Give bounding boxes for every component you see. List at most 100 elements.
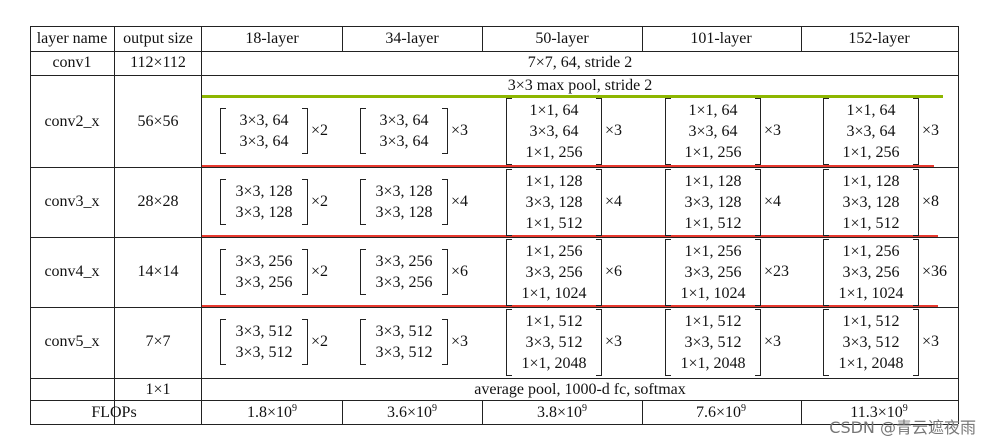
block-line: 3×3, 512 <box>375 323 433 340</box>
avgpool-spec: average pool, 1000-d fc, softmax <box>474 381 686 398</box>
flops-label: FLOPs <box>91 404 137 421</box>
block-cell: 3×3, 512 3×3, 512 <box>370 321 438 363</box>
block-line: 1×1, 128 <box>842 172 900 190</box>
block-line: 3×3, 128 <box>842 193 900 211</box>
left-bracket <box>506 238 512 306</box>
block-multiplier: ×3 <box>922 333 940 350</box>
right-bracket <box>913 238 919 306</box>
header-output-size: output size <box>123 30 193 47</box>
block-cell: 1×1, 64 3×3, 64 1×1, 256 <box>833 100 909 163</box>
red-rule-conv3 <box>201 235 938 237</box>
right-bracket <box>302 179 308 225</box>
block-multiplier: ×3 <box>764 122 782 139</box>
conv1-rule <box>30 75 958 76</box>
left-bracket <box>360 319 366 365</box>
block-cell: 3×3, 64 3×3, 64 <box>370 110 438 152</box>
conv5-size: 7×7 <box>145 333 171 350</box>
block-line: 1×1, 512 <box>684 312 742 330</box>
block-multiplier: ×3 <box>451 333 469 350</box>
block-line: 3×3, 64 <box>239 112 289 129</box>
block-line: 1×1, 512 <box>842 312 900 330</box>
block-line: 1×1, 512 <box>842 214 900 232</box>
block-multiplier: ×3 <box>451 122 469 139</box>
block-line: 3×3, 256 <box>375 253 433 270</box>
block-cell: 3×3, 128 3×3, 128 <box>370 181 438 223</box>
red-rule-conv4 <box>201 305 938 307</box>
block-multiplier: ×4 <box>451 193 469 210</box>
block-line: 1×1, 128 <box>525 172 583 190</box>
flops-152: 11.3×109 <box>850 403 908 421</box>
block-line: 3×3, 256 <box>525 263 583 281</box>
conv5-name: conv5_x <box>44 333 100 350</box>
left-bracket <box>506 168 512 236</box>
block-line: 3×3, 128 <box>525 193 583 211</box>
right-bracket <box>596 168 602 236</box>
block-line: 1×1, 256 <box>842 242 900 260</box>
block-line: 3×3, 128 <box>375 204 433 221</box>
block-line: 3×3, 64 <box>846 122 896 140</box>
col-line-0 <box>30 26 31 424</box>
block-line: 1×1, 256 <box>842 143 900 161</box>
conv4-size: 14×14 <box>137 263 179 280</box>
block-multiplier: ×6 <box>451 263 469 280</box>
block-cell: 1×1, 512 3×3, 512 1×1, 2048 <box>833 311 909 374</box>
right-bracket <box>755 168 761 236</box>
block-cell: 3×3, 256 3×3, 256 <box>230 251 298 293</box>
block-line: 1×1, 2048 <box>838 354 904 372</box>
right-bracket <box>442 249 448 295</box>
table-top-rule <box>30 26 958 27</box>
block-line: 1×1, 256 <box>684 143 742 161</box>
block-cell: 3×3, 512 3×3, 512 <box>230 321 298 363</box>
left-bracket <box>823 168 829 236</box>
block-cell: 1×1, 256 3×3, 256 1×1, 1024 <box>516 241 592 304</box>
col-line-4 <box>482 26 483 51</box>
right-bracket <box>442 179 448 225</box>
block-line: 3×3, 512 <box>235 344 293 361</box>
conv3-rule <box>30 237 958 238</box>
block-line: 1×1, 64 <box>529 101 579 119</box>
flops-34: 3.6×109 <box>386 403 438 421</box>
left-bracket <box>220 108 226 154</box>
block-line: 3×3, 256 <box>235 253 293 270</box>
block-multiplier: ×4 <box>605 193 623 210</box>
block-line: 3×3, 64 <box>239 133 289 150</box>
left-bracket <box>360 249 366 295</box>
avgpool-size: 1×1 <box>145 381 171 398</box>
left-bracket <box>665 308 671 376</box>
block-line: 1×1, 256 <box>525 143 583 161</box>
block-multiplier: ×2 <box>311 122 329 139</box>
left-bracket <box>220 249 226 295</box>
block-line: 1×1, 128 <box>684 172 742 190</box>
flops-101: 7.6×109 <box>695 403 747 421</box>
col-line-6 <box>801 26 802 51</box>
block-line: 1×1, 1024 <box>680 284 746 302</box>
block-line: 3×3, 512 <box>375 344 433 361</box>
block-multiplier: ×3 <box>605 333 623 350</box>
left-bracket <box>823 238 829 306</box>
block-cell: 3×3, 128 3×3, 128 <box>230 181 298 223</box>
header-50-layer: 50-layer <box>535 30 589 47</box>
col-line-4-flops <box>482 400 483 424</box>
right-bracket <box>596 97 602 165</box>
pool-rule <box>30 400 958 401</box>
block-line: 3×3, 64 <box>379 112 429 129</box>
block-line: 3×3, 128 <box>235 204 293 221</box>
right-bracket <box>913 308 919 376</box>
conv2-size: 56×56 <box>137 113 179 130</box>
block-cell: 1×1, 256 3×3, 256 1×1, 1024 <box>833 241 909 304</box>
block-cell: 1×1, 256 3×3, 256 1×1, 1024 <box>675 241 751 304</box>
block-line: 1×1, 1024 <box>838 284 904 302</box>
left-bracket <box>220 179 226 225</box>
block-multiplier: ×4 <box>764 193 782 210</box>
conv3-size: 28×28 <box>137 193 179 210</box>
col-line-3-flops <box>342 400 343 424</box>
block-line: 1×1, 256 <box>684 242 742 260</box>
block-line: 1×1, 512 <box>525 214 583 232</box>
right-bracket <box>302 319 308 365</box>
block-line: 3×3, 128 <box>235 183 293 200</box>
block-line: 3×3, 128 <box>375 183 433 200</box>
block-cell: 3×3, 256 3×3, 256 <box>370 251 438 293</box>
block-multiplier: ×3 <box>764 333 782 350</box>
col-line-1 <box>114 26 115 424</box>
col-line-2 <box>201 26 202 424</box>
